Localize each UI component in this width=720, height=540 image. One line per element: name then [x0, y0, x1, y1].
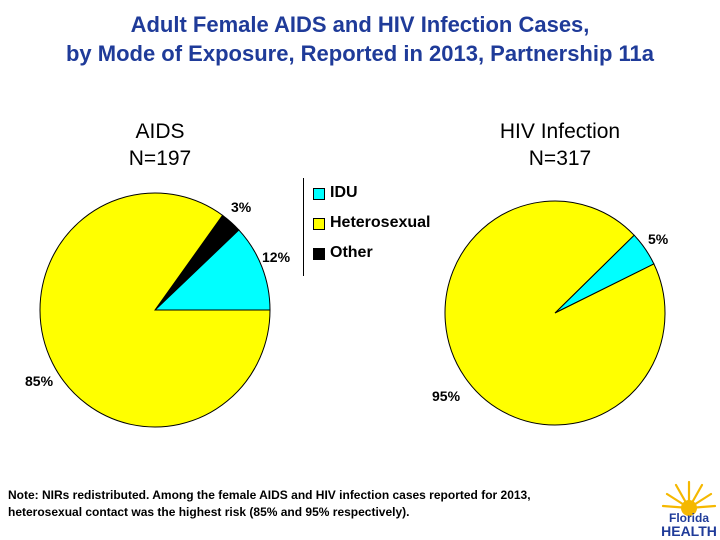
aids-slice-heterosexual: [39, 192, 271, 428]
aids-pie: [39, 192, 271, 428]
chart-legend: IDU Heterosexual Other: [303, 178, 431, 276]
aids-label-heterosexual: 85%: [25, 373, 54, 389]
hiv-pie: [444, 200, 666, 426]
hiv-label-idu: 5%: [648, 231, 669, 247]
florida-health-sun-icon: [661, 480, 717, 516]
hiv-chart-heading: HIV Infection N=317: [470, 118, 650, 172]
hiv-slice-heterosexual: [444, 200, 666, 426]
logo-text-health: HEALTH: [661, 523, 717, 539]
aids-chart-count: N=197: [128, 147, 192, 170]
chart-title: Adult Female AIDS and HIV Infection Case…: [0, 10, 720, 68]
legend-swatch-idu: [313, 188, 325, 200]
aids-chart-title: AIDS: [135, 120, 185, 143]
legend-label-heterosexual: Heterosexual: [330, 214, 431, 231]
aids-label-idu: 12%: [262, 249, 291, 265]
legend-swatch-other: [313, 248, 325, 260]
title-line-1: Adult Female AIDS and HIV Infection Case…: [130, 12, 590, 37]
legend-label-idu: IDU: [330, 184, 358, 201]
hiv-chart-count: N=317: [528, 147, 592, 170]
title-line-2: by Mode of Exposure, Reported in 2013, P…: [65, 41, 655, 66]
aids-chart-heading: AIDS N=197: [90, 118, 230, 172]
legend-swatch-heterosexual: [313, 218, 325, 230]
legend-label-other: Other: [330, 244, 373, 261]
hiv-chart-title: HIV Infection: [499, 120, 621, 143]
aids-label-other: 3%: [231, 199, 252, 215]
logo-text-florida: Florida: [668, 511, 709, 525]
footnote-line-1: Note: NIRs redistributed. Among the fema…: [8, 488, 531, 502]
footnote-line-2: heterosexual contact was the highest ris…: [8, 505, 410, 519]
aids-slice-idu: [153, 229, 271, 311]
footnote: Note: NIRs redistributed. Among the fema…: [8, 487, 648, 521]
hiv-label-heterosexual: 95%: [432, 388, 461, 404]
